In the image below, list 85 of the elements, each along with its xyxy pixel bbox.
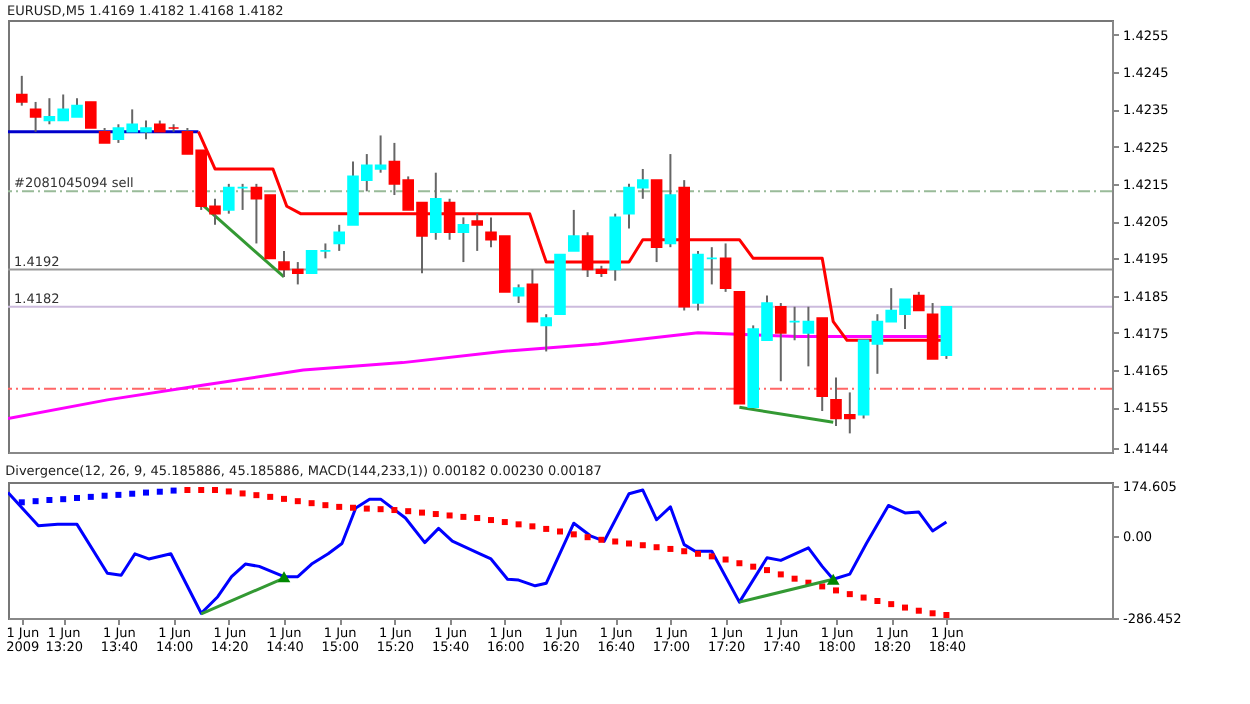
point <box>791 575 798 582</box>
point <box>736 560 743 567</box>
point <box>115 491 122 498</box>
point <box>833 587 839 594</box>
point <box>708 553 715 560</box>
candlestick <box>719 242 732 293</box>
point <box>336 503 343 510</box>
candlestick <box>568 208 580 252</box>
candlestick <box>913 290 925 312</box>
point <box>488 517 494 524</box>
point <box>529 523 536 530</box>
point <box>253 492 260 499</box>
candlestick <box>512 283 525 305</box>
candlestick <box>85 101 97 129</box>
point <box>626 540 632 547</box>
point <box>543 525 550 532</box>
point <box>308 500 315 507</box>
point <box>826 573 840 585</box>
point <box>156 488 163 495</box>
point <box>667 545 674 552</box>
point <box>391 507 398 514</box>
candlestick <box>471 212 483 252</box>
point <box>294 498 301 505</box>
candlestick <box>457 216 470 264</box>
candlestick <box>430 171 442 241</box>
candlestick <box>443 197 456 241</box>
point <box>350 504 356 511</box>
point <box>515 521 522 528</box>
point <box>419 509 425 516</box>
point <box>902 604 908 611</box>
point <box>129 490 136 497</box>
point <box>653 544 660 551</box>
point <box>819 583 826 590</box>
point <box>639 542 646 549</box>
candlestick <box>29 100 42 133</box>
point <box>777 571 784 578</box>
point <box>405 508 412 515</box>
point <box>212 487 218 494</box>
point <box>18 499 25 506</box>
point <box>363 505 370 512</box>
candlestick <box>526 268 539 323</box>
point <box>198 487 205 494</box>
point <box>46 497 53 504</box>
point <box>722 556 729 563</box>
point <box>501 519 508 526</box>
point <box>322 502 329 509</box>
point <box>612 538 619 545</box>
point <box>681 548 688 555</box>
point <box>874 597 881 604</box>
point <box>143 489 149 496</box>
point <box>446 512 453 519</box>
point <box>929 610 936 617</box>
point <box>74 495 80 502</box>
point <box>764 567 770 574</box>
point <box>432 511 439 518</box>
point <box>87 493 94 500</box>
point <box>750 563 757 570</box>
point <box>184 487 191 494</box>
point <box>888 601 895 608</box>
point <box>267 493 274 500</box>
point <box>281 495 287 502</box>
candlestick <box>775 302 787 383</box>
point <box>584 534 591 541</box>
candlestick <box>333 223 345 252</box>
point <box>570 531 577 538</box>
point <box>377 506 384 513</box>
point <box>60 496 67 503</box>
point <box>915 607 922 614</box>
point <box>32 498 39 505</box>
point <box>101 492 108 499</box>
point <box>846 591 853 598</box>
point <box>460 513 467 520</box>
point <box>225 488 232 495</box>
point <box>943 612 950 619</box>
point <box>695 550 701 557</box>
candlestick <box>540 313 552 353</box>
candlestick <box>16 74 28 107</box>
line-series <box>8 488 948 615</box>
point <box>239 490 246 497</box>
point <box>277 571 291 583</box>
point <box>860 594 867 601</box>
point <box>557 528 563 535</box>
point <box>598 536 605 543</box>
point <box>474 515 481 522</box>
point <box>170 487 177 494</box>
